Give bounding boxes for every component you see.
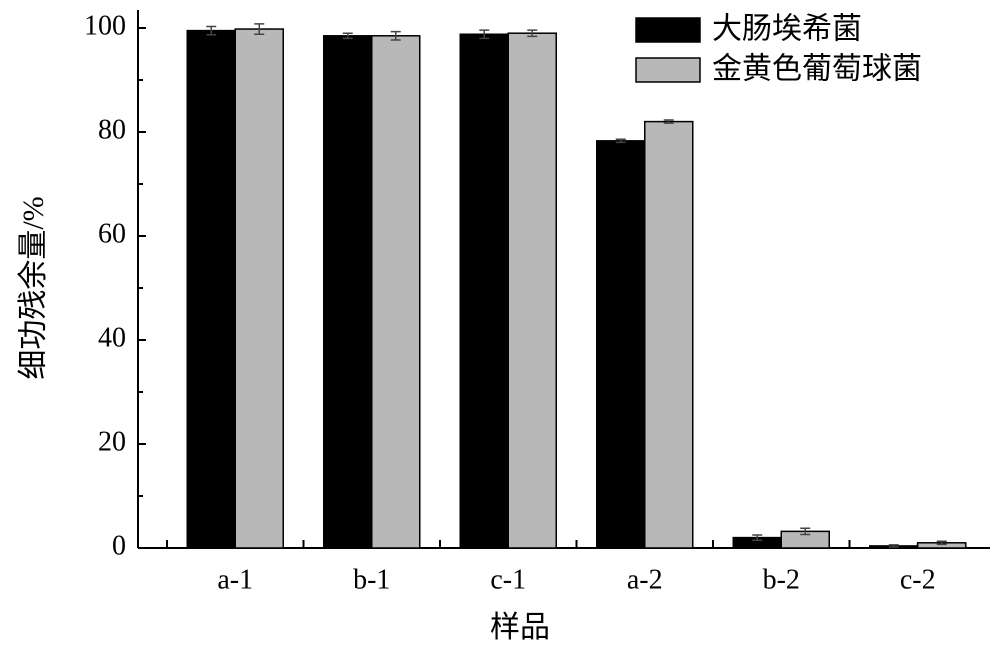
x-axis-label: 样品: [490, 611, 550, 644]
error-bar: [615, 138, 626, 144]
bar: [459, 33, 509, 549]
bar: [323, 35, 373, 549]
bar: [186, 29, 236, 549]
y-axis-label: 细功残余量/%: [17, 196, 50, 379]
x-tick-label: b-1: [353, 564, 390, 595]
error-bar: [888, 544, 899, 548]
bar: [234, 28, 284, 549]
x-tick-label: c-2: [900, 564, 936, 595]
y-tick-label: 20: [98, 426, 126, 457]
x-tick-label: c-1: [490, 564, 526, 595]
error-bar: [479, 29, 490, 40]
bar: [644, 120, 694, 549]
y-tick-label: 40: [98, 322, 126, 353]
y-tick-label: 60: [98, 218, 126, 249]
legend-label: 金黄色葡萄球菌: [712, 52, 922, 87]
bar: [371, 35, 421, 549]
error-bar: [800, 527, 811, 536]
x-tick-label: a-1: [217, 564, 253, 595]
x-tick-label: b-2: [763, 564, 800, 595]
error-bar: [342, 32, 353, 40]
y-tick-label: 100: [84, 10, 126, 41]
error-bar: [752, 534, 763, 541]
error-bar: [527, 29, 538, 38]
bar: [596, 140, 646, 549]
legend-swatch: [635, 17, 701, 43]
error-bar: [936, 540, 947, 546]
x-tick-label: a-2: [627, 564, 663, 595]
bar: [507, 32, 557, 549]
y-tick-label: 80: [98, 114, 126, 145]
error-bar: [663, 119, 674, 124]
error-bar: [206, 25, 217, 36]
legend-label: 大肠埃希菌: [712, 12, 862, 47]
legend-swatch: [635, 57, 701, 83]
error-bar: [254, 23, 265, 35]
y-tick-label: 0: [112, 530, 126, 561]
error-bar: [390, 30, 401, 41]
